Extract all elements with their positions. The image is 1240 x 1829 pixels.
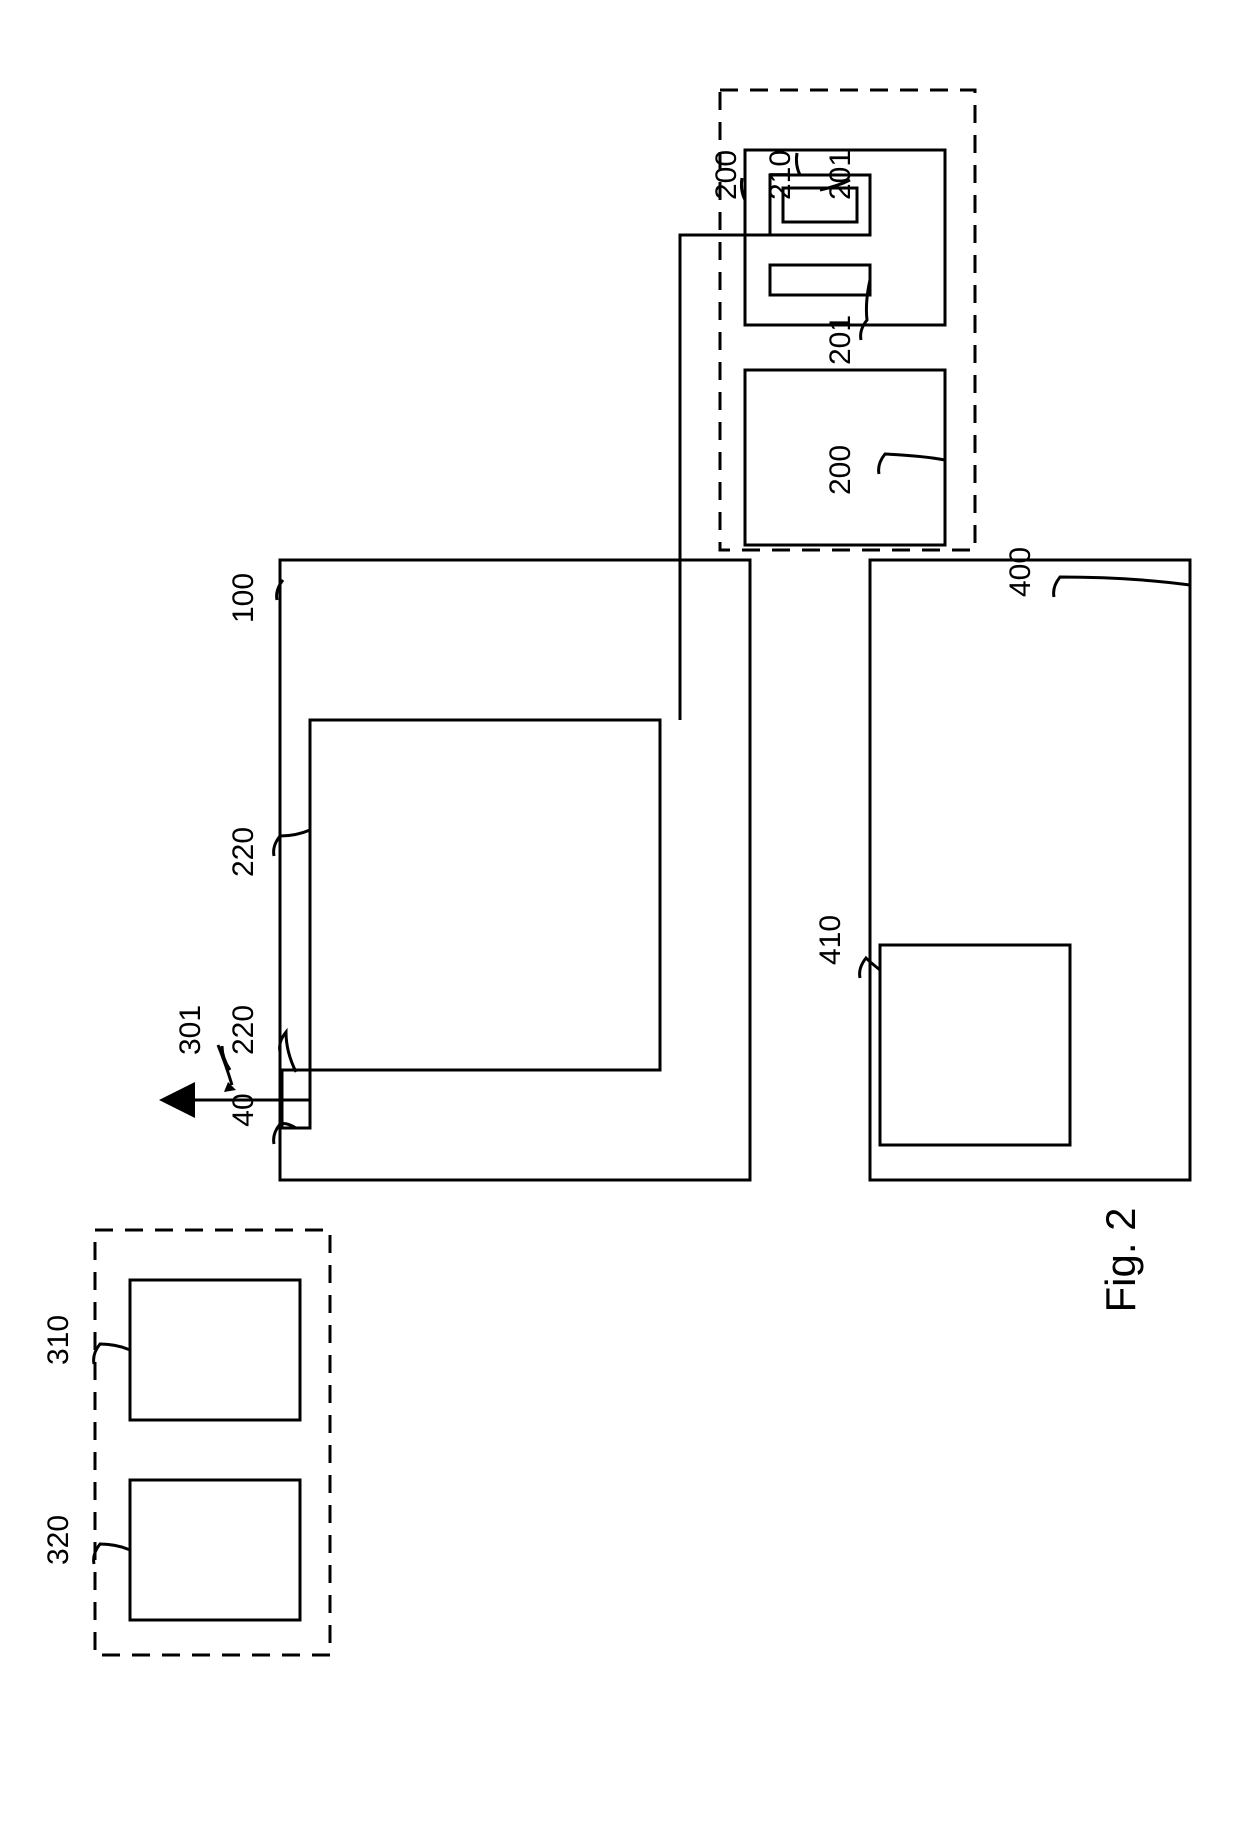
ref-label-201: 201 — [824, 150, 857, 200]
ref-label-40: 40 — [227, 1093, 260, 1126]
leader-n400 — [1054, 577, 1190, 597]
right-inner-box — [880, 945, 1070, 1145]
leader-n310 — [94, 1344, 130, 1364]
leader-n320 — [94, 1544, 130, 1564]
main-inner-box — [310, 720, 660, 1070]
ref-label-200: 200 — [824, 445, 857, 495]
ref-label-220: 220 — [227, 827, 260, 877]
ref-label-410: 410 — [814, 915, 847, 965]
ref-label-400: 400 — [1004, 547, 1037, 597]
leader-n200b — [879, 454, 945, 474]
ref-label-100: 100 — [227, 573, 260, 623]
ref-label-201: 201 — [824, 315, 857, 365]
leader-n201b — [861, 280, 870, 340]
ref-label-200: 200 — [710, 150, 743, 200]
ref-label-320: 320 — [42, 1515, 75, 1565]
figure-caption: Fig. 2 — [1097, 1207, 1144, 1312]
diagram-canvas: 100 220 220 40 301 310 320 200 210 201 201 200 400 41… — [0, 0, 1240, 1829]
ref-label-220: 220 — [227, 1005, 260, 1055]
right-outer-box — [870, 560, 1190, 1180]
left-box-310 — [130, 1280, 300, 1420]
leader-n220b — [280, 1032, 296, 1072]
ref-label-301: 301 — [174, 1005, 207, 1055]
ref-label-310: 310 — [42, 1315, 75, 1365]
left-box-320 — [130, 1480, 300, 1620]
ref-label-210: 210 — [764, 150, 797, 200]
top-bar-201 — [770, 265, 870, 295]
